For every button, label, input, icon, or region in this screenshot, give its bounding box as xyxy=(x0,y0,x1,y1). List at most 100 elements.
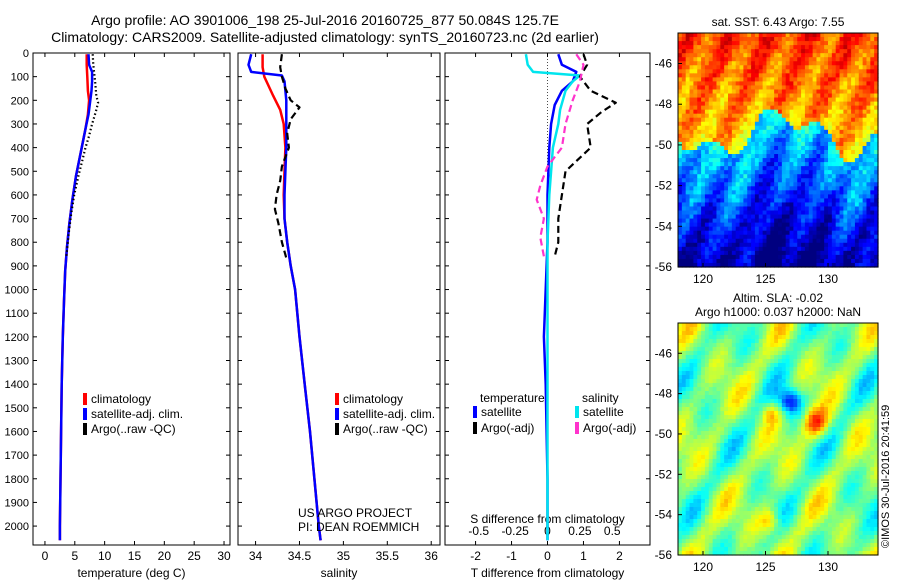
temperature-xtick-label: 30 xyxy=(217,549,231,563)
sla-cell xyxy=(747,435,752,440)
sla-cell xyxy=(854,423,860,428)
sst-cell xyxy=(854,61,860,66)
sst-cell xyxy=(774,222,779,228)
sst-cell xyxy=(858,162,864,167)
sst-cell xyxy=(762,37,768,42)
sla-cell xyxy=(847,351,852,356)
sst-cell xyxy=(808,57,814,62)
sst-cell xyxy=(770,166,775,171)
legend-entry: Argo(..raw -QC) xyxy=(343,422,428,436)
sst-cell xyxy=(781,198,787,204)
sst-cell xyxy=(835,97,841,103)
project-annotation: PI: DEAN ROEMMICH xyxy=(298,520,419,534)
sst-cell xyxy=(731,262,737,268)
sla-cell xyxy=(693,411,698,416)
sst-cell xyxy=(858,170,864,175)
sst-cell xyxy=(728,69,733,74)
sst-cell xyxy=(835,230,841,236)
sst-cell xyxy=(801,41,806,46)
sst-cell xyxy=(728,150,733,155)
sst-cell xyxy=(693,93,698,99)
sst-cell xyxy=(847,61,852,66)
sst-cell xyxy=(697,61,702,66)
sst-cell xyxy=(685,154,691,159)
sst-cell xyxy=(770,210,775,216)
sla-cell xyxy=(874,447,879,452)
sla-cell xyxy=(793,403,798,408)
sla-cell xyxy=(689,351,694,356)
sst-cell xyxy=(716,190,721,195)
sst-cell xyxy=(839,137,844,143)
sst-cell xyxy=(762,178,768,183)
sla-cell xyxy=(804,387,810,392)
sla-cell xyxy=(835,395,841,400)
sla-cell xyxy=(816,391,821,396)
sst-cell xyxy=(693,258,698,264)
sst-cell xyxy=(801,182,806,187)
sst-cell xyxy=(870,33,875,38)
sla-cell xyxy=(689,451,694,456)
sst-cell xyxy=(824,137,829,143)
sst-cell xyxy=(708,117,714,123)
sst-cell xyxy=(854,45,860,50)
sla-cell xyxy=(843,391,848,396)
sst-cell xyxy=(681,170,687,175)
sla-cell xyxy=(804,451,810,456)
sst-cell xyxy=(789,254,794,260)
sst-cell xyxy=(828,202,833,208)
sst-cell xyxy=(754,242,760,248)
sst-cell xyxy=(797,262,802,268)
sst-cell xyxy=(743,182,748,187)
sla-cell xyxy=(858,443,864,448)
sla-cell xyxy=(781,427,787,432)
sst-cell xyxy=(808,61,814,66)
sst-cell xyxy=(785,141,791,147)
sla-cell xyxy=(704,435,710,440)
sla-cell xyxy=(770,391,775,396)
sla-cell xyxy=(678,439,683,444)
sst-cell xyxy=(862,174,868,179)
sla-cell xyxy=(685,415,691,420)
sst-cell xyxy=(743,81,748,87)
sla-cell xyxy=(770,335,775,340)
sst-cell xyxy=(797,202,802,208)
sst-cell xyxy=(766,262,771,268)
sst-cell xyxy=(843,45,848,50)
sst-cell xyxy=(797,154,802,159)
sla-cell xyxy=(858,339,864,344)
sla-cell xyxy=(701,347,706,352)
sst-cell xyxy=(812,210,818,216)
sst-cell xyxy=(701,190,706,195)
sla-cell xyxy=(828,363,833,368)
sla-cell xyxy=(685,339,691,344)
sla-cell xyxy=(785,323,791,328)
sst-cell xyxy=(847,178,852,183)
sla-cell xyxy=(747,367,752,372)
sst-cell xyxy=(758,194,764,200)
sst-cell xyxy=(870,182,875,187)
sst-cell xyxy=(758,214,764,220)
sst-cell xyxy=(831,57,837,62)
sla-cell xyxy=(778,451,783,456)
sst-cell xyxy=(724,262,729,268)
sst-cell xyxy=(870,65,875,70)
sst-cell xyxy=(720,154,725,159)
sst-cell xyxy=(735,238,741,244)
sla-cell xyxy=(804,419,810,424)
sst-cell xyxy=(704,250,710,256)
sst-cell xyxy=(797,150,802,155)
sla-cell xyxy=(758,383,764,388)
sst-cell xyxy=(778,178,783,183)
sla-cell xyxy=(812,351,818,356)
sst-cell xyxy=(762,206,768,212)
sla-cell xyxy=(854,363,860,368)
sla-cell xyxy=(754,435,760,440)
sst-cell xyxy=(824,133,829,139)
sla-cell xyxy=(774,351,779,356)
sla-cell xyxy=(816,419,821,424)
sst-cell xyxy=(793,178,798,183)
sla-cell xyxy=(785,351,791,356)
sst-cell xyxy=(858,158,864,163)
sst-cell xyxy=(678,125,683,131)
sst-cell xyxy=(793,121,798,127)
